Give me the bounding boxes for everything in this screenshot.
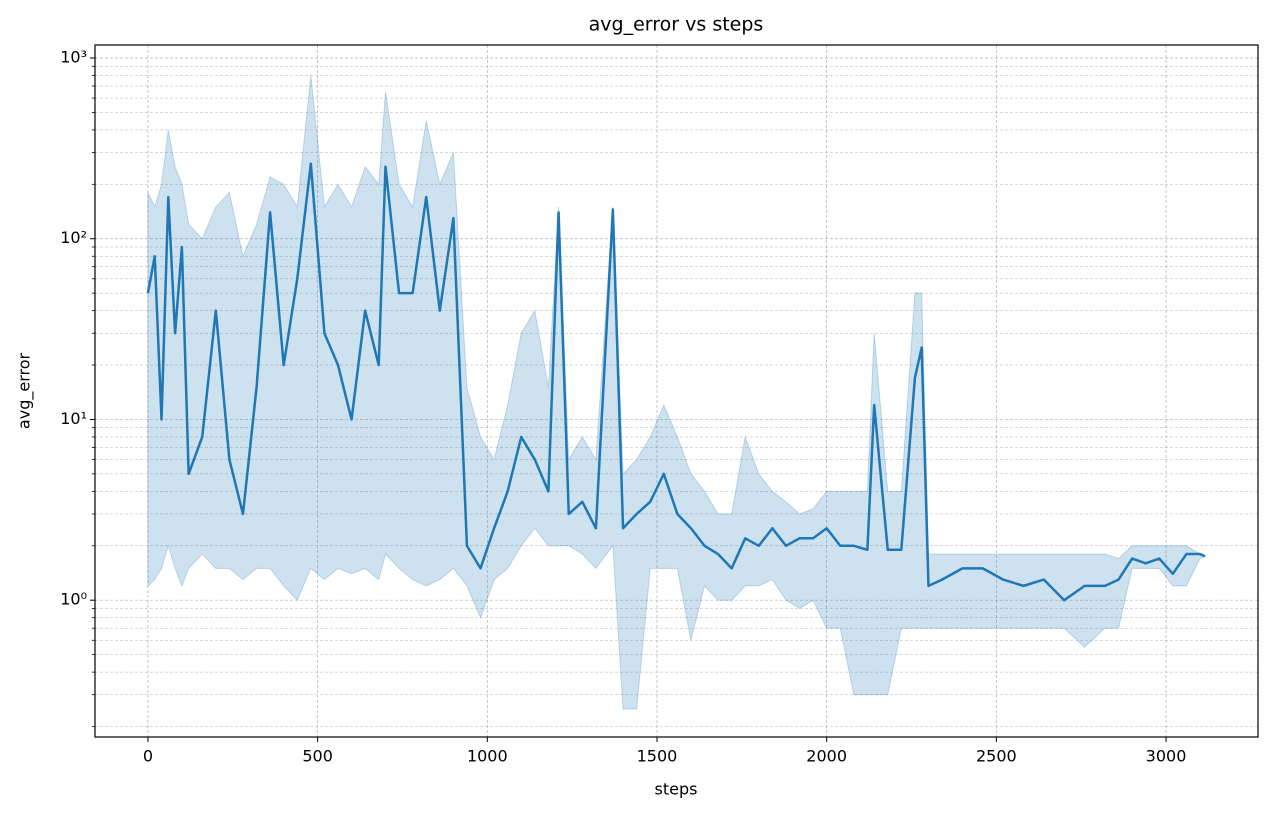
y-tick-label: 10⁰ (60, 590, 87, 609)
x-tick-label: 1500 (637, 747, 678, 766)
x-axis-label: steps (655, 780, 698, 799)
x-tick-label: 0 (143, 747, 153, 766)
y-tick-label: 10² (60, 228, 87, 247)
confidence-band (147, 75, 1207, 710)
y-axis-label: avg_error (15, 353, 35, 430)
x-tick-label: 3000 (1146, 747, 1187, 766)
chart-title: avg_error vs steps (589, 14, 764, 36)
x-tick-label: 2500 (976, 747, 1017, 766)
data-line (146, 162, 1206, 602)
plot-frame (94, 44, 1259, 738)
y-tick-label: 10¹ (60, 409, 87, 428)
x-tick-label: 2000 (806, 747, 847, 766)
x-tick-label: 1000 (467, 747, 508, 766)
x-tick-label: 500 (302, 747, 333, 766)
y-tick-label: 10³ (60, 47, 87, 66)
